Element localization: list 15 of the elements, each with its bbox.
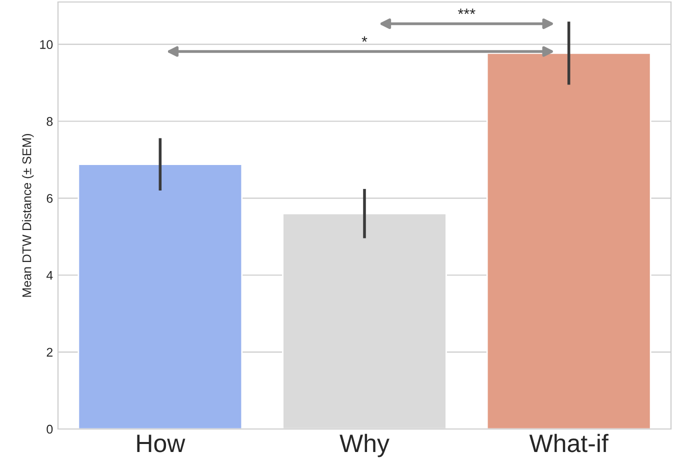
annotation: * [362,36,368,42]
bar [282,212,447,429]
y-tick-label: 0 [46,424,53,434]
x-tick-label: What-if [529,434,608,452]
y-tick-label: 8 [46,117,53,126]
bar [78,164,243,429]
annotation: *** [458,8,476,14]
y-tick-label: 2 [46,348,53,357]
x-tick-label: Why [340,434,390,458]
y-tick-label: 4 [46,271,53,280]
bar [486,52,652,429]
y-axis-title: Mean DTW Distance (± SEM) [22,134,34,297]
x-tick-label: How [137,434,186,452]
y-tick-label: 10 [40,40,53,49]
y-tick-label: 6 [46,194,53,203]
